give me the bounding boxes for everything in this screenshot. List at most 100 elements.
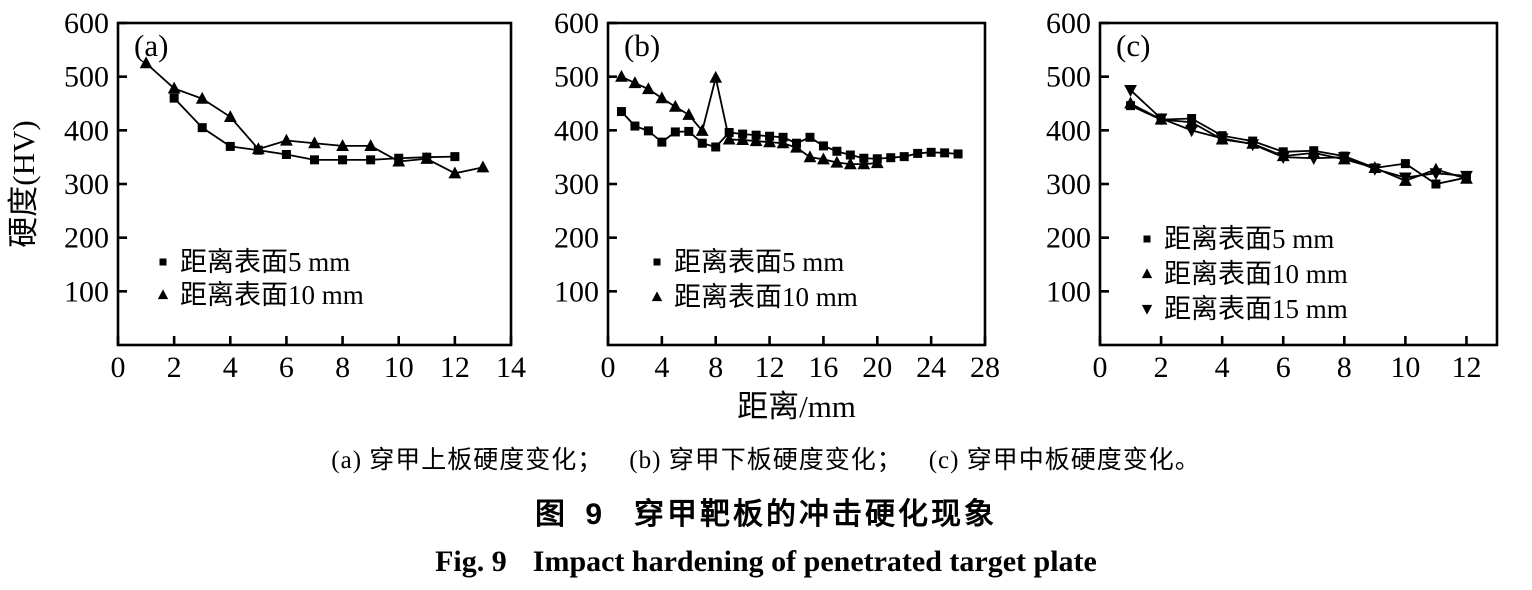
x-tick-label: 0 [601, 351, 616, 384]
series-line [1130, 102, 1467, 182]
series-line [1129, 89, 1467, 179]
x-axis-label: 距离/mm [737, 389, 856, 424]
square-marker [845, 150, 855, 160]
y-tick-label: 200 [1046, 222, 1091, 255]
triangle-down-marker [1337, 152, 1351, 164]
figure-title-en-text: Impact hardening of penetrated target pl… [532, 545, 1097, 578]
x-tick-label: 8 [1337, 351, 1352, 384]
triangle-down-marker [1307, 153, 1321, 166]
panel-sub-captions: (a) 穿甲上板硬度变化； (b) 穿甲下板硬度变化； (c) 穿甲中板硬度变化。 [0, 440, 1532, 476]
series-triangle-down [1124, 85, 1473, 185]
x-tick-label: 8 [335, 351, 350, 384]
square-marker [1400, 159, 1410, 169]
triangle-up-marker [476, 160, 490, 173]
x-tick-label: 8 [708, 351, 723, 384]
y-axis-label: 硬度(HV) [6, 120, 41, 247]
y-tick-label: 400 [554, 114, 599, 147]
x-tick-label: 6 [279, 351, 294, 384]
square-marker [630, 121, 640, 131]
triangle-up-marker [364, 139, 378, 151]
triangle-up-marker [628, 76, 642, 89]
series-triangle-up [615, 69, 884, 170]
square-marker [1431, 179, 1441, 189]
legend-item: 距离表面5 mm [653, 247, 844, 277]
x-tick-label: 6 [1276, 351, 1291, 384]
triangle-up-marker [843, 157, 857, 170]
triangle-up-marker [722, 132, 736, 145]
x-tick-label: 12 [755, 351, 785, 384]
triangle-up-marker [830, 155, 844, 168]
triangle-up-marker [763, 135, 776, 148]
x-tick-label: 2 [1154, 351, 1169, 384]
square-marker [832, 146, 842, 156]
square-marker [338, 155, 348, 165]
triangle-down-marker [1460, 170, 1473, 183]
y-tick-label: 600 [554, 7, 599, 40]
triangle-up-marker [420, 151, 434, 164]
legend-label: 距离表面10 mm [1164, 259, 1348, 289]
y-tick-label: 300 [1046, 168, 1091, 201]
y-tick-label: 500 [1046, 61, 1091, 94]
triangle-down-marker [1368, 163, 1382, 176]
triangle-up-marker [308, 136, 321, 149]
x-tick-label: 16 [808, 351, 838, 384]
triangle-up-marker [651, 291, 663, 302]
x-tick-label: 12 [1451, 351, 1481, 384]
y-tick-label: 400 [64, 114, 109, 147]
square-marker [450, 152, 460, 162]
legend-item: 距离表面15 mm [1141, 294, 1348, 324]
triangle-down-marker [1399, 172, 1412, 185]
triangle-down-marker [1215, 133, 1229, 146]
y-tick-label: 500 [554, 61, 599, 94]
chart-panel-c: 100 200 300 400 500 600 0 2 4 6 8 10 12 (c) 距离表面5 mm 距离… [1046, 7, 1499, 384]
square-marker [953, 149, 963, 159]
legend-item: 距离表面5 mm [159, 247, 350, 277]
triangle-up-marker [167, 81, 181, 94]
series-square [169, 93, 460, 165]
square-marker [225, 141, 235, 151]
legend-item: 距离表面10 mm [1141, 259, 1348, 289]
x-tick-label: 12 [440, 351, 470, 384]
triangle-up-marker [448, 166, 462, 179]
panel-label: (a) [134, 28, 168, 63]
square-marker [724, 127, 734, 137]
triangle-up-marker [251, 142, 265, 155]
panel-label: (c) [1116, 28, 1150, 63]
triangle-up-marker [790, 140, 803, 153]
x-tick-label: 4 [1215, 351, 1230, 384]
triangle-up-marker [870, 156, 884, 169]
triangle-up-marker [157, 289, 169, 300]
chart-panel-b: 100 200 300 400 500 600 0 4 8 12 16 20 24 28 (b) 距离/mm 距… [554, 7, 1000, 424]
square-marker [197, 123, 207, 133]
triangle-up-marker [709, 70, 723, 83]
square-marker [616, 107, 626, 117]
square-marker [159, 258, 167, 266]
series-square [616, 107, 963, 164]
sub-caption-a: (a) 穿甲上板硬度变化； [331, 447, 604, 474]
square-marker [310, 155, 319, 165]
figure-title-en: Fig. 9 Impact hardening of penetrated tar… [0, 545, 1532, 579]
triangle-up-marker [682, 107, 696, 120]
y-tick-label: 500 [64, 61, 109, 94]
legend-item: 距离表面5 mm [1143, 224, 1334, 254]
triangle-up-marker [817, 152, 830, 165]
y-tick-label: 100 [1046, 275, 1091, 308]
legend-label: 距离表面10 mm [674, 282, 858, 312]
triangle-up-marker [749, 134, 763, 147]
figure-title-zh-text: 穿甲靶板的冲击硬化现象 [634, 498, 998, 531]
y-tick-label: 400 [1046, 114, 1091, 147]
triangle-up-marker [1124, 96, 1137, 109]
y-tick-label: 100 [554, 275, 599, 308]
x-tick-label: 0 [1093, 351, 1108, 384]
square-marker [653, 258, 661, 266]
square-marker [657, 137, 667, 147]
x-tick-label: 10 [384, 351, 414, 384]
y-tick-label: 200 [554, 222, 599, 255]
triangle-up-marker [655, 91, 669, 104]
figure-title-zh: 图 9 穿甲靶板的冲击硬化现象 [0, 489, 1532, 533]
triangle-up-marker [776, 136, 790, 149]
figure-number-en: Fig. 9 [435, 545, 507, 578]
triangle-down-marker [1429, 168, 1443, 181]
triangle-up-marker [1185, 115, 1198, 128]
legend-label: 距离表面5 mm [674, 247, 844, 277]
